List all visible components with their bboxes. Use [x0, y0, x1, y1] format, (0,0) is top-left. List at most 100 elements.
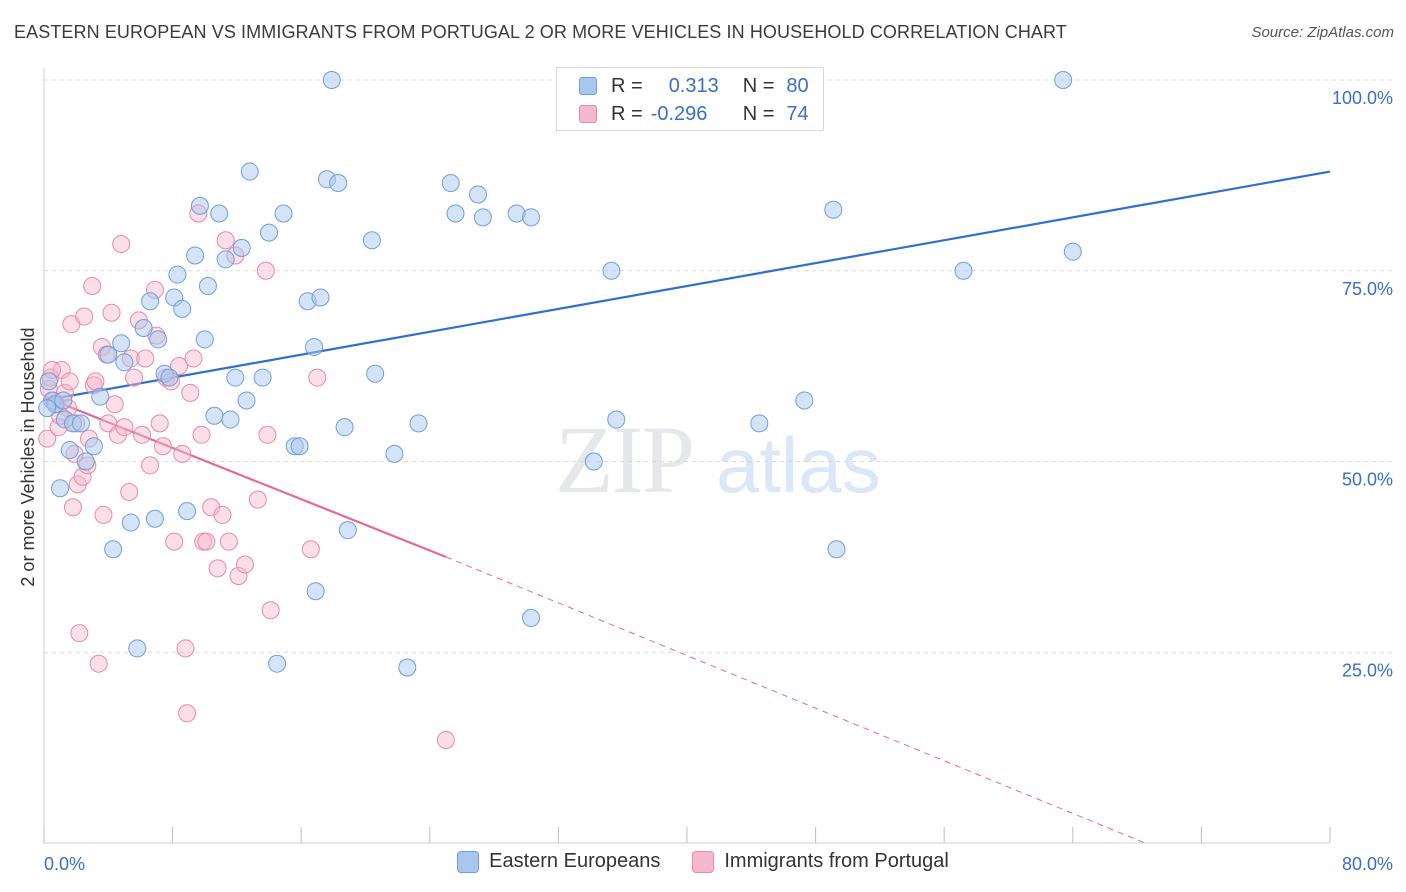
data-point-portugal: [258, 425, 277, 444]
data-point-portugal: [176, 639, 195, 658]
data-point-eastern: [112, 334, 131, 353]
data-point-eastern: [128, 639, 147, 658]
data-point-eastern: [205, 406, 224, 425]
data-point-eastern: [602, 261, 621, 280]
trend-line-eastern: [43, 170, 1331, 402]
data-point-eastern: [441, 174, 460, 193]
data-point-eastern: [76, 452, 95, 471]
legend-n-value: 74: [786, 102, 809, 125]
data-point-eastern: [584, 452, 603, 471]
data-point-portugal: [70, 624, 89, 643]
trend-lines: [43, 170, 1331, 844]
legend-swatch-eastern: [457, 850, 480, 873]
data-point-eastern: [210, 204, 229, 223]
y-tick-label: 25.0%: [1342, 660, 1393, 680]
data-point-portugal: [86, 372, 105, 391]
legend-n-value: 80: [786, 74, 809, 97]
data-point-eastern: [274, 204, 293, 223]
data-point-eastern: [795, 391, 814, 410]
data-point-eastern: [469, 185, 488, 204]
data-point-eastern: [134, 318, 153, 337]
data-point-eastern: [60, 441, 79, 460]
legend-n-label: N =: [742, 102, 775, 125]
data-point-eastern: [305, 338, 324, 357]
data-point-eastern: [71, 414, 90, 433]
stats-legend: R = 0.313 N = 80 R = -0.296 N = 74: [556, 67, 824, 131]
data-point-eastern: [221, 410, 240, 429]
data-point-eastern: [54, 391, 73, 410]
data-point-eastern: [149, 330, 168, 349]
data-point-eastern: [190, 196, 209, 215]
y-axis-label: 2 or more Vehicles in Household: [18, 327, 38, 586]
data-point-eastern: [290, 437, 309, 456]
data-point-portugal: [184, 349, 203, 368]
data-point-eastern: [385, 444, 404, 463]
series-eastern-points: [38, 71, 1082, 677]
data-point-eastern: [522, 208, 541, 227]
data-point-portugal: [213, 505, 232, 524]
legend-r-label: R =: [611, 74, 643, 97]
data-point-portugal: [181, 383, 200, 402]
chart-source: Source: ZipAtlas.com: [1251, 24, 1394, 41]
data-point-eastern: [115, 353, 134, 372]
data-point-portugal: [75, 307, 94, 326]
data-point-eastern: [824, 200, 843, 219]
legend-item-portugal[interactable]: Immigrants from Portugal: [692, 850, 949, 873]
data-point-portugal: [108, 425, 127, 444]
data-point-eastern: [1054, 71, 1073, 89]
data-point-portugal: [192, 425, 211, 444]
legend-row-eastern: R = 0.313 N = 80: [579, 72, 809, 100]
legend-swatch-portugal: [692, 850, 715, 873]
legend-swatch-portugal: [579, 105, 597, 123]
data-point-portugal: [301, 540, 320, 559]
data-point-eastern: [232, 238, 251, 257]
y-tick-label: 75.0%: [1342, 279, 1393, 299]
data-point-eastern: [607, 410, 626, 429]
data-point-portugal: [256, 261, 275, 280]
trend-line-portugal-extension: [445, 556, 1146, 844]
data-point-eastern: [306, 582, 325, 601]
series-legend: Eastern Europeans Immigrants from Portug…: [0, 850, 1406, 873]
x-tick-label: 0.0%: [44, 854, 85, 874]
data-point-eastern: [1063, 242, 1082, 261]
data-point-eastern: [216, 250, 235, 269]
data-point-portugal: [89, 654, 108, 673]
data-point-portugal: [105, 395, 124, 414]
data-point-portugal: [208, 559, 227, 578]
data-point-portugal: [125, 368, 144, 387]
data-point-eastern: [398, 658, 417, 677]
data-point-eastern: [38, 399, 57, 418]
data-point-portugal: [102, 303, 121, 322]
data-point-portugal: [173, 444, 192, 463]
data-point-portugal: [308, 368, 327, 387]
data-point-portugal: [133, 425, 152, 444]
data-point-portugal: [63, 498, 82, 517]
legend-label-eastern: Eastern Europeans: [489, 850, 661, 872]
data-point-eastern: [522, 608, 541, 627]
data-point-eastern: [954, 261, 973, 280]
data-point-eastern: [173, 299, 192, 318]
data-point-eastern: [141, 292, 160, 311]
data-point-portugal: [120, 483, 139, 502]
y-tick-label: 100.0%: [1332, 88, 1393, 108]
data-point-eastern: [145, 509, 164, 528]
legend-item-eastern[interactable]: Eastern Europeans: [457, 850, 660, 873]
data-point-eastern: [104, 540, 123, 559]
data-point-portugal: [229, 566, 248, 585]
data-point-eastern: [99, 345, 118, 364]
data-point-eastern: [253, 368, 272, 387]
data-point-portugal: [216, 231, 235, 250]
data-point-portugal: [94, 505, 113, 524]
data-point-portugal: [115, 418, 134, 437]
data-point-eastern: [446, 204, 465, 223]
data-point-eastern: [198, 277, 217, 296]
trend-line-portugal: [43, 395, 447, 558]
data-point-eastern: [91, 387, 110, 406]
data-point-portugal: [150, 414, 169, 433]
data-point-portugal: [436, 730, 455, 749]
data-point-eastern: [473, 208, 492, 227]
data-point-eastern: [409, 414, 428, 433]
watermark-atlas: atlas: [716, 421, 881, 509]
data-point-eastern: [195, 330, 214, 349]
